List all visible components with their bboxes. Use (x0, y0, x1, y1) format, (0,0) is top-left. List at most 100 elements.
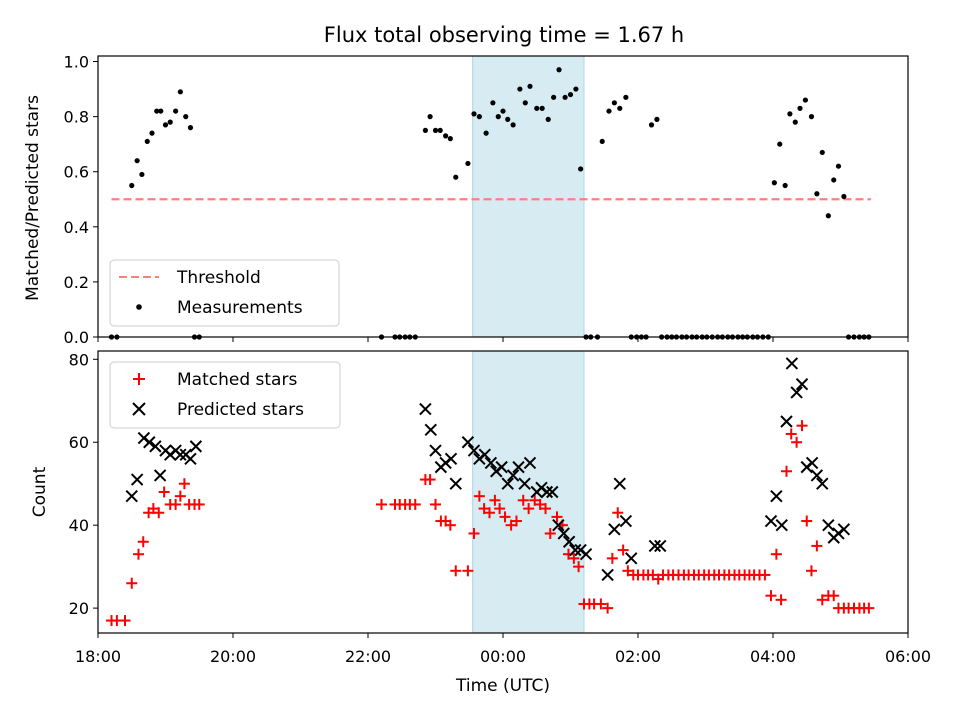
predicted-star-point (546, 485, 559, 499)
matched-star-point (137, 536, 149, 548)
matched-star-point (791, 436, 803, 448)
predicted-star-point (654, 539, 667, 553)
predicted-star-point (184, 452, 197, 466)
y-tick-label: 80 (69, 350, 89, 369)
measurement-point (149, 130, 155, 136)
measurement-point (129, 182, 135, 189)
y-tick-label: 0.8 (64, 108, 89, 127)
matched-star-point (595, 598, 607, 610)
predicted-star-point (780, 415, 793, 428)
legend-matched-swatch (133, 373, 145, 385)
matched-star-point (462, 565, 474, 577)
measurement-point (443, 133, 449, 139)
measurement-point (517, 86, 523, 92)
x-tick-label: 22:00 (345, 647, 391, 666)
measurement-point (465, 160, 471, 167)
predicted-star-point (523, 456, 537, 470)
measurement-point (471, 111, 477, 117)
matched-star-point (540, 503, 552, 515)
bottom-y-axis-label: Count (30, 466, 50, 517)
measurement-point (144, 138, 150, 145)
matched-star-point (468, 527, 480, 539)
measurement-point (534, 105, 540, 111)
matched-star-point (617, 544, 629, 556)
matched-star-point (765, 590, 777, 602)
x-tick-label: 04:00 (750, 647, 796, 666)
measurement-point (167, 119, 173, 125)
measurement-point (611, 100, 617, 106)
matched-star-point (126, 577, 138, 589)
measurement-point (505, 116, 511, 122)
matched-star-point (551, 511, 563, 523)
top-legend-box (109, 259, 340, 327)
matched-star-point (801, 515, 813, 527)
predicted-star-point (764, 514, 778, 528)
measurement-point (551, 94, 557, 100)
predicted-star-point (149, 440, 162, 453)
measurement-point (648, 122, 655, 128)
y-tick-label: 40 (69, 516, 89, 535)
measurement-point (825, 213, 831, 219)
predicted-star-point (484, 456, 498, 470)
measurement-point (522, 100, 528, 106)
matched-star-point (602, 602, 614, 614)
predicted-star-point (579, 547, 593, 561)
bottom-legend: Matched stars Predicted stars (109, 361, 341, 429)
measurement-point (476, 114, 482, 120)
predicted-star-point (444, 452, 458, 466)
measurement-point (134, 158, 140, 164)
predicted-star-point (506, 469, 520, 482)
x-tick-label: 02:00 (615, 647, 661, 666)
matched-star-point (489, 494, 501, 506)
x-tick-label: 06:00 (885, 647, 931, 666)
predicted-star-point (601, 568, 614, 582)
predicted-star-point (518, 477, 531, 490)
measurement-point (802, 97, 809, 103)
measurement-point (835, 163, 842, 169)
x-tick-label: 20:00 (210, 647, 256, 666)
y-tick-label: 20 (69, 599, 89, 618)
matched-star-point (568, 552, 580, 564)
predicted-star-point (143, 436, 156, 449)
measurement-point (797, 105, 803, 111)
matched-star-point (775, 594, 787, 606)
measurement-point (154, 108, 160, 114)
matched-star-point (796, 420, 808, 432)
measurement-point (578, 166, 584, 172)
predicted-star-point (552, 518, 565, 532)
predicted-star-point (512, 460, 525, 474)
measurement-point (437, 127, 443, 133)
predicted-star-point (648, 539, 662, 553)
measurement-point (490, 100, 496, 106)
matched-star-point (119, 615, 131, 627)
measurement-point (562, 94, 568, 100)
measurement-point (453, 174, 459, 180)
matched-star-point (170, 498, 182, 510)
y-tick-label: 0.2 (64, 273, 89, 292)
measurement-point (500, 108, 506, 114)
measurement-point (183, 114, 189, 120)
measurement-point (654, 116, 660, 122)
x-axis-label: Time (UTC) (455, 676, 550, 696)
predicted-star-point (419, 402, 432, 416)
predicted-star-point (775, 518, 788, 532)
bottom-legend-box (109, 361, 341, 429)
predicted-star-point (816, 477, 829, 490)
matched-star-point (781, 465, 792, 477)
matched-star-point (376, 498, 387, 510)
measurement-point (787, 111, 793, 117)
measurement-point (623, 94, 629, 100)
y-tick-label: 1.0 (64, 53, 89, 72)
predicted-star-point (608, 523, 621, 536)
measurement-point (432, 127, 439, 133)
shaded-interval (472, 350, 585, 634)
matched-star-point (517, 494, 529, 506)
matched-star-point (573, 561, 585, 573)
measurement-point (771, 180, 777, 186)
matched-star-point (523, 503, 535, 515)
measurement-point (841, 193, 847, 200)
predicted-star-point (557, 527, 570, 540)
y-tick-label: 0.4 (64, 218, 89, 237)
predicted-star-point (540, 485, 554, 499)
matched-star-point (473, 490, 485, 502)
